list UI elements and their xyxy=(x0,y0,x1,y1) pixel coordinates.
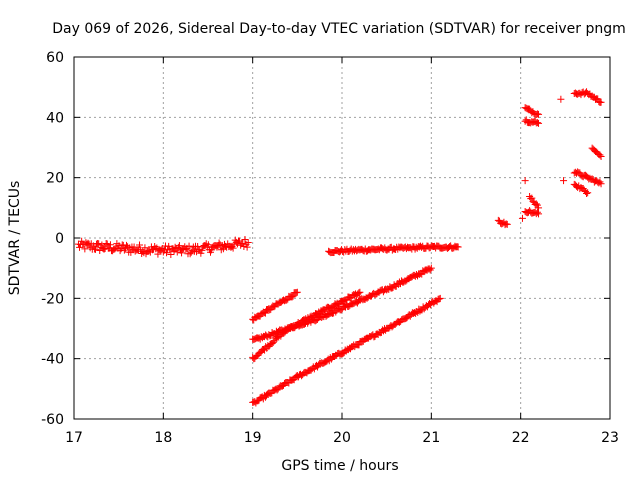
data-point xyxy=(76,243,84,251)
data-point xyxy=(198,246,206,254)
data-point xyxy=(204,241,212,249)
data-point xyxy=(241,235,249,243)
data-point xyxy=(427,264,435,272)
data-point xyxy=(243,243,251,251)
data-point xyxy=(167,250,175,258)
y-tick-label: -60 xyxy=(41,412,64,428)
series-arc-1 xyxy=(74,235,252,258)
data-point xyxy=(584,189,592,197)
data-point xyxy=(89,242,97,250)
data-point xyxy=(583,189,591,197)
data-point xyxy=(503,220,511,228)
series-arc-2 xyxy=(325,242,462,257)
series-arc-9 xyxy=(557,88,605,197)
series-arc-3 xyxy=(249,288,301,324)
series-arc-8 xyxy=(518,104,543,222)
data-point xyxy=(535,210,543,218)
data-point xyxy=(528,194,536,202)
data-point xyxy=(154,250,162,258)
x-tick-label: 21 xyxy=(422,430,440,446)
y-tick-label: -20 xyxy=(41,291,64,307)
series-arc-7 xyxy=(494,216,511,229)
data-points xyxy=(74,88,605,407)
x-tick-label: 22 xyxy=(512,430,530,446)
data-point xyxy=(197,249,205,257)
x-tick-label: 23 xyxy=(601,430,619,446)
data-point xyxy=(596,178,604,186)
data-point xyxy=(159,248,167,256)
x-axis-title: GPS time / hours xyxy=(281,458,398,474)
data-point xyxy=(106,241,114,249)
x-tick-label: 20 xyxy=(333,430,351,446)
series-arc-6 xyxy=(249,294,444,407)
data-point xyxy=(269,338,277,346)
data-point xyxy=(81,245,89,253)
y-tick-label: 20 xyxy=(46,171,64,187)
x-tick-label: 18 xyxy=(154,430,172,446)
data-point xyxy=(521,177,529,185)
data-point xyxy=(95,240,103,248)
data-point xyxy=(261,309,269,317)
data-point xyxy=(337,306,345,314)
data-point xyxy=(175,242,183,250)
data-point xyxy=(533,119,541,127)
data-point xyxy=(98,241,106,249)
data-point xyxy=(293,288,301,296)
data-point xyxy=(163,249,171,257)
data-point xyxy=(535,110,543,118)
data-point xyxy=(502,220,510,228)
y-tick-label: 60 xyxy=(46,50,64,66)
data-point xyxy=(136,241,144,249)
data-point xyxy=(100,245,108,253)
y-tick-label: 40 xyxy=(46,110,64,126)
data-point xyxy=(239,239,247,247)
data-point xyxy=(141,244,149,252)
data-point xyxy=(435,295,443,303)
data-point xyxy=(535,204,543,212)
axis-ticks: 17 18 19 20 21 22 23 -60 -40 -20 0 20 40 60 xyxy=(41,50,619,446)
x-tick-label: 17 xyxy=(65,430,83,446)
data-point xyxy=(186,250,194,258)
data-point xyxy=(560,177,568,185)
grid xyxy=(74,57,610,419)
data-point xyxy=(597,153,605,161)
data-point xyxy=(597,180,605,188)
data-point xyxy=(532,200,540,208)
data-point xyxy=(91,245,99,253)
data-point xyxy=(597,98,605,106)
chart-title: Day 069 of 2026, Sidereal Day-to-day VTE… xyxy=(52,21,626,37)
data-point xyxy=(356,288,364,296)
data-point xyxy=(596,151,604,159)
data-point xyxy=(321,307,329,315)
data-point xyxy=(244,239,252,247)
data-point xyxy=(84,239,92,247)
data-point xyxy=(283,296,291,304)
data-point xyxy=(535,119,543,127)
data-point xyxy=(103,240,111,248)
data-point xyxy=(557,95,565,103)
data-point xyxy=(288,293,296,301)
data-point xyxy=(533,208,541,216)
data-point xyxy=(182,245,190,253)
data-point xyxy=(185,242,193,250)
x-tick-label: 19 xyxy=(244,430,262,446)
data-point xyxy=(355,289,363,297)
data-point xyxy=(229,244,237,252)
data-point xyxy=(178,249,186,257)
data-point xyxy=(111,245,119,253)
y-tick-label: -40 xyxy=(41,352,64,368)
data-point xyxy=(152,245,160,253)
data-point xyxy=(518,214,526,222)
y-tick-label: 0 xyxy=(55,231,64,247)
y-axis-title: SDTVAR / TECUs xyxy=(7,181,23,296)
data-point xyxy=(454,243,462,251)
series-arc-5 xyxy=(249,288,364,363)
data-point xyxy=(436,294,444,302)
